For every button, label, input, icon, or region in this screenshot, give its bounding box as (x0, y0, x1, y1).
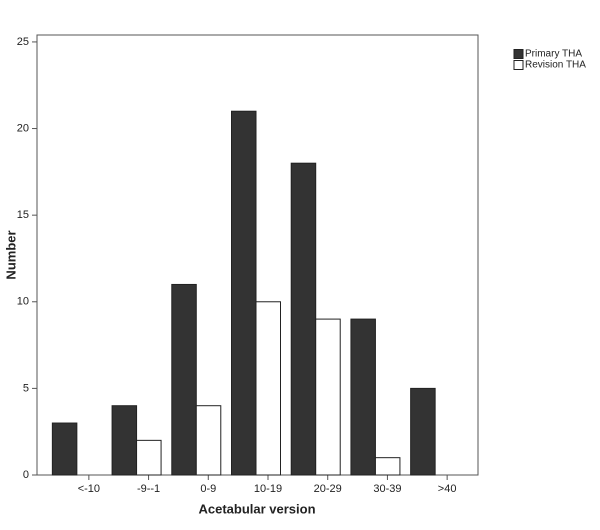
y-tick-label: 0 (23, 469, 29, 481)
bar (350, 318, 376, 476)
x-tick-label: <-10 (78, 483, 100, 495)
y-tick-label: 20 (17, 122, 29, 134)
legend-label: Revision THA (525, 60, 586, 71)
x-tick-label: 10-19 (254, 483, 282, 495)
bar (374, 457, 401, 476)
x-axis-label: Acetabular version (198, 501, 315, 516)
bar (290, 162, 317, 476)
bar (51, 422, 78, 476)
y-tick-label: 25 (17, 36, 29, 48)
legend-label: Primary THA (525, 49, 582, 60)
x-tick-label: -9--1 (137, 483, 160, 495)
y-tick-label: 5 (23, 382, 29, 394)
y-tick-label: 15 (17, 209, 29, 221)
x-tick-label: >40 (438, 483, 457, 495)
y-axis-label: Number (3, 230, 18, 279)
x-tick-label: 0-9 (200, 483, 216, 495)
bar (136, 439, 162, 476)
x-tick-label: 30-39 (373, 483, 401, 495)
bar (195, 405, 222, 476)
bar (255, 301, 281, 476)
legend-swatch (513, 49, 524, 59)
y-tick-label: 10 (17, 296, 29, 308)
bar (111, 405, 138, 476)
bar (315, 318, 341, 476)
bar (171, 283, 197, 476)
bar (231, 110, 257, 476)
legend-swatch (513, 60, 524, 70)
bar (410, 387, 436, 476)
x-tick-label: 20-29 (314, 483, 342, 495)
